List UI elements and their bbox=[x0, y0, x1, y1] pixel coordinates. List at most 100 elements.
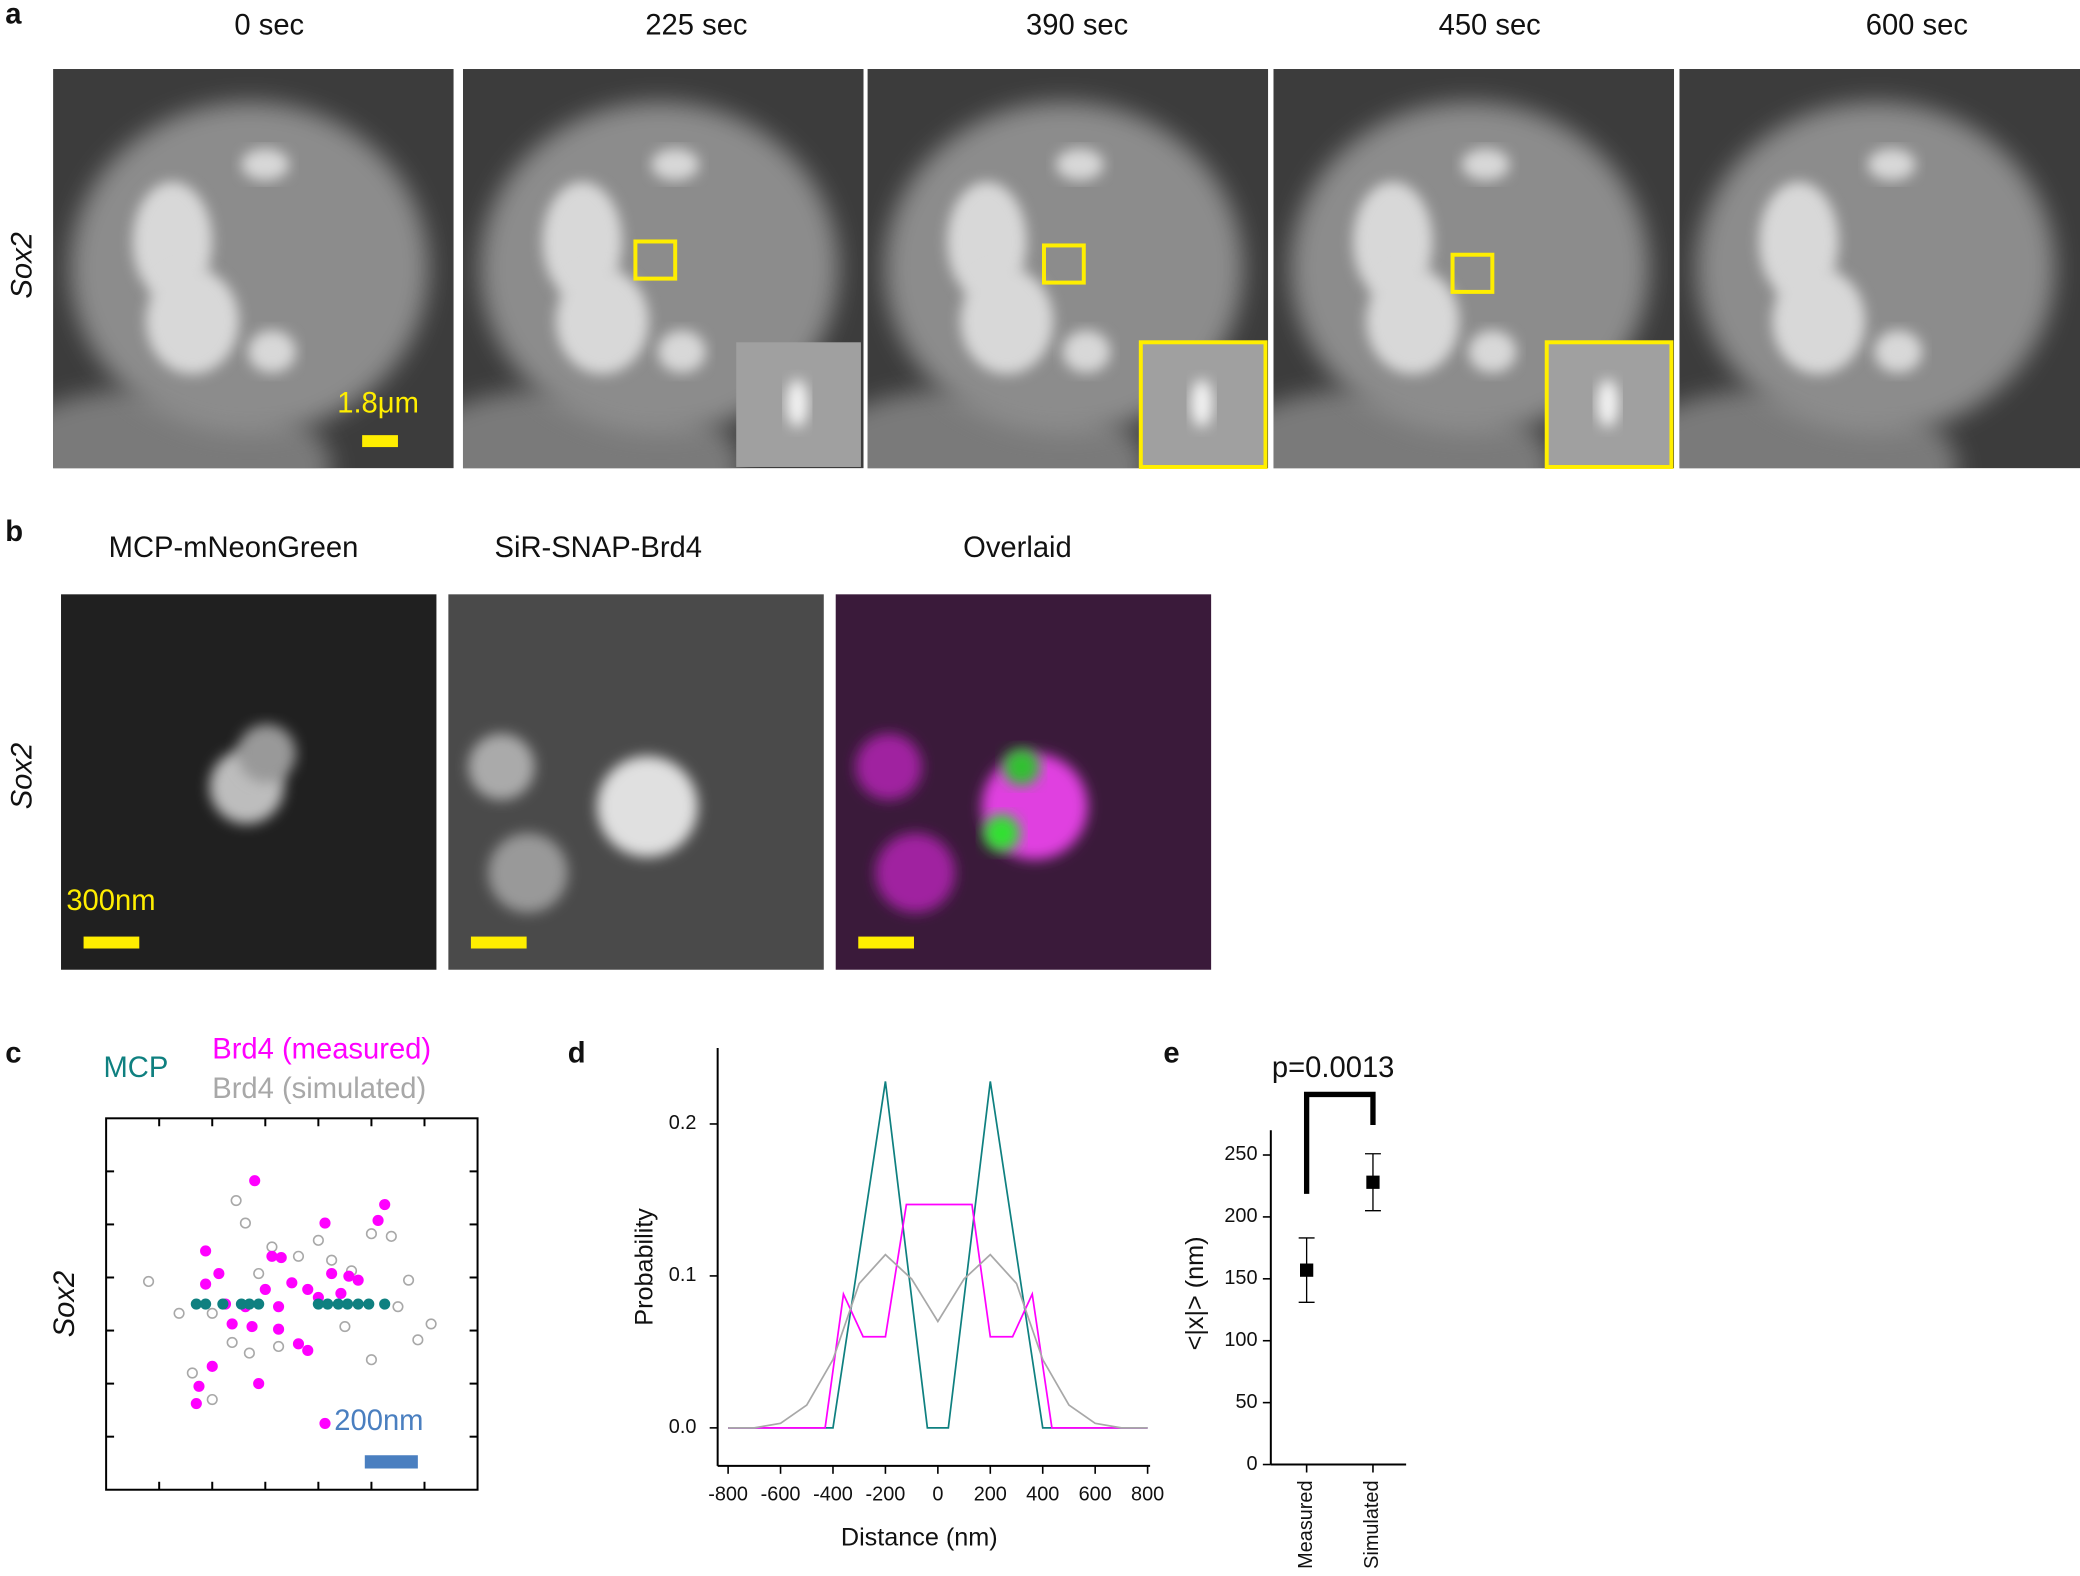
significance-bracket bbox=[1303, 1091, 1376, 1194]
scale-bar bbox=[83, 936, 140, 949]
point bbox=[402, 1274, 415, 1286]
chromocenter bbox=[1461, 148, 1510, 181]
point bbox=[319, 1217, 331, 1229]
point bbox=[326, 1267, 338, 1280]
panel-label: b bbox=[5, 516, 23, 548]
point bbox=[230, 1194, 242, 1207]
marker bbox=[1366, 1175, 1380, 1189]
point bbox=[343, 1270, 355, 1282]
point bbox=[226, 1318, 238, 1330]
point bbox=[272, 1340, 285, 1353]
scale-bar bbox=[364, 1455, 418, 1469]
point bbox=[206, 1307, 218, 1319]
x-tick-label: Measured bbox=[1295, 1480, 1317, 1568]
point bbox=[372, 1214, 384, 1227]
y-tick-label: 0.1 bbox=[669, 1264, 697, 1286]
spot bbox=[468, 733, 535, 800]
point bbox=[275, 1252, 287, 1264]
point bbox=[200, 1298, 212, 1310]
point bbox=[213, 1267, 225, 1280]
point bbox=[385, 1230, 397, 1242]
row-label: Sox2 bbox=[49, 1271, 81, 1338]
point bbox=[352, 1274, 364, 1286]
time-label: 600 sec bbox=[1866, 9, 1968, 41]
point bbox=[206, 1393, 218, 1406]
micrograph bbox=[61, 594, 437, 970]
nucleus bbox=[1696, 102, 2055, 434]
spot bbox=[855, 733, 922, 800]
point bbox=[249, 1175, 261, 1187]
chromocenter bbox=[248, 330, 296, 373]
marker bbox=[1300, 1263, 1314, 1277]
x-tick-label: 800 bbox=[1131, 1483, 1164, 1505]
point bbox=[259, 1283, 271, 1296]
point bbox=[253, 1298, 265, 1310]
point bbox=[186, 1367, 198, 1379]
point bbox=[335, 1287, 347, 1299]
point bbox=[200, 1278, 212, 1290]
image-title: Overlaid bbox=[963, 532, 1072, 564]
y-tick-label: 150 bbox=[1224, 1267, 1257, 1289]
scale-label: 1.8μm bbox=[337, 387, 419, 419]
y-tick-label: 50 bbox=[1235, 1391, 1257, 1413]
point bbox=[246, 1321, 258, 1333]
legend-entry: Brd4 (simulated) bbox=[212, 1073, 426, 1105]
point bbox=[332, 1298, 344, 1310]
point bbox=[272, 1323, 285, 1335]
panel-label: d bbox=[568, 1037, 586, 1069]
x-tick-label: -200 bbox=[866, 1483, 906, 1505]
spot bbox=[596, 756, 698, 857]
x-tick-label: Simulated bbox=[1361, 1480, 1383, 1568]
spot bbox=[237, 724, 296, 783]
point bbox=[292, 1338, 305, 1350]
chromocenter bbox=[657, 330, 706, 373]
line-series bbox=[728, 1203, 1148, 1429]
chromocenter bbox=[1874, 330, 1923, 373]
x-tick-label: 600 bbox=[1079, 1483, 1112, 1505]
point bbox=[341, 1298, 354, 1310]
point bbox=[326, 1254, 338, 1266]
time-label: 0 sec bbox=[234, 9, 304, 41]
micrograph-content bbox=[1273, 69, 1675, 469]
chromocenter bbox=[241, 148, 290, 181]
point bbox=[143, 1275, 155, 1288]
point bbox=[392, 1301, 404, 1313]
inset-spot bbox=[1191, 379, 1213, 428]
inset-spot bbox=[1597, 379, 1619, 428]
x-tick-label: -400 bbox=[813, 1483, 853, 1505]
micrograph bbox=[1273, 69, 1675, 469]
roi-box bbox=[1450, 252, 1495, 294]
point bbox=[352, 1298, 364, 1310]
y-tick-label: 0.2 bbox=[669, 1112, 697, 1134]
roi-box bbox=[1041, 243, 1086, 285]
roi-box bbox=[633, 239, 678, 281]
x-axis-label: Distance (nm) bbox=[841, 1523, 998, 1551]
point bbox=[190, 1298, 202, 1310]
chromocenter bbox=[960, 268, 1054, 375]
scale-label: 300nm bbox=[66, 885, 155, 917]
point bbox=[322, 1298, 334, 1310]
point bbox=[217, 1298, 229, 1310]
micrograph bbox=[462, 69, 864, 469]
y-tick-label: 0 bbox=[1246, 1453, 1257, 1475]
chromocenter bbox=[1468, 330, 1517, 373]
point bbox=[286, 1277, 298, 1289]
micrograph-content bbox=[867, 69, 1269, 469]
chromocenter bbox=[1055, 148, 1104, 181]
point bbox=[379, 1198, 391, 1211]
spot bbox=[1002, 748, 1040, 786]
row-label: Sox2 bbox=[7, 743, 39, 810]
point bbox=[302, 1283, 314, 1296]
point bbox=[312, 1298, 324, 1310]
x-tick-label: 400 bbox=[1026, 1483, 1059, 1505]
point bbox=[302, 1344, 314, 1357]
legend-entry: MCP bbox=[103, 1052, 168, 1084]
y-tick-label: 200 bbox=[1224, 1205, 1257, 1227]
x-tick-label: -600 bbox=[761, 1483, 801, 1505]
row-label: Sox2 bbox=[7, 232, 39, 298]
point bbox=[239, 1217, 251, 1229]
time-label: 450 sec bbox=[1439, 9, 1541, 41]
point bbox=[206, 1360, 218, 1372]
